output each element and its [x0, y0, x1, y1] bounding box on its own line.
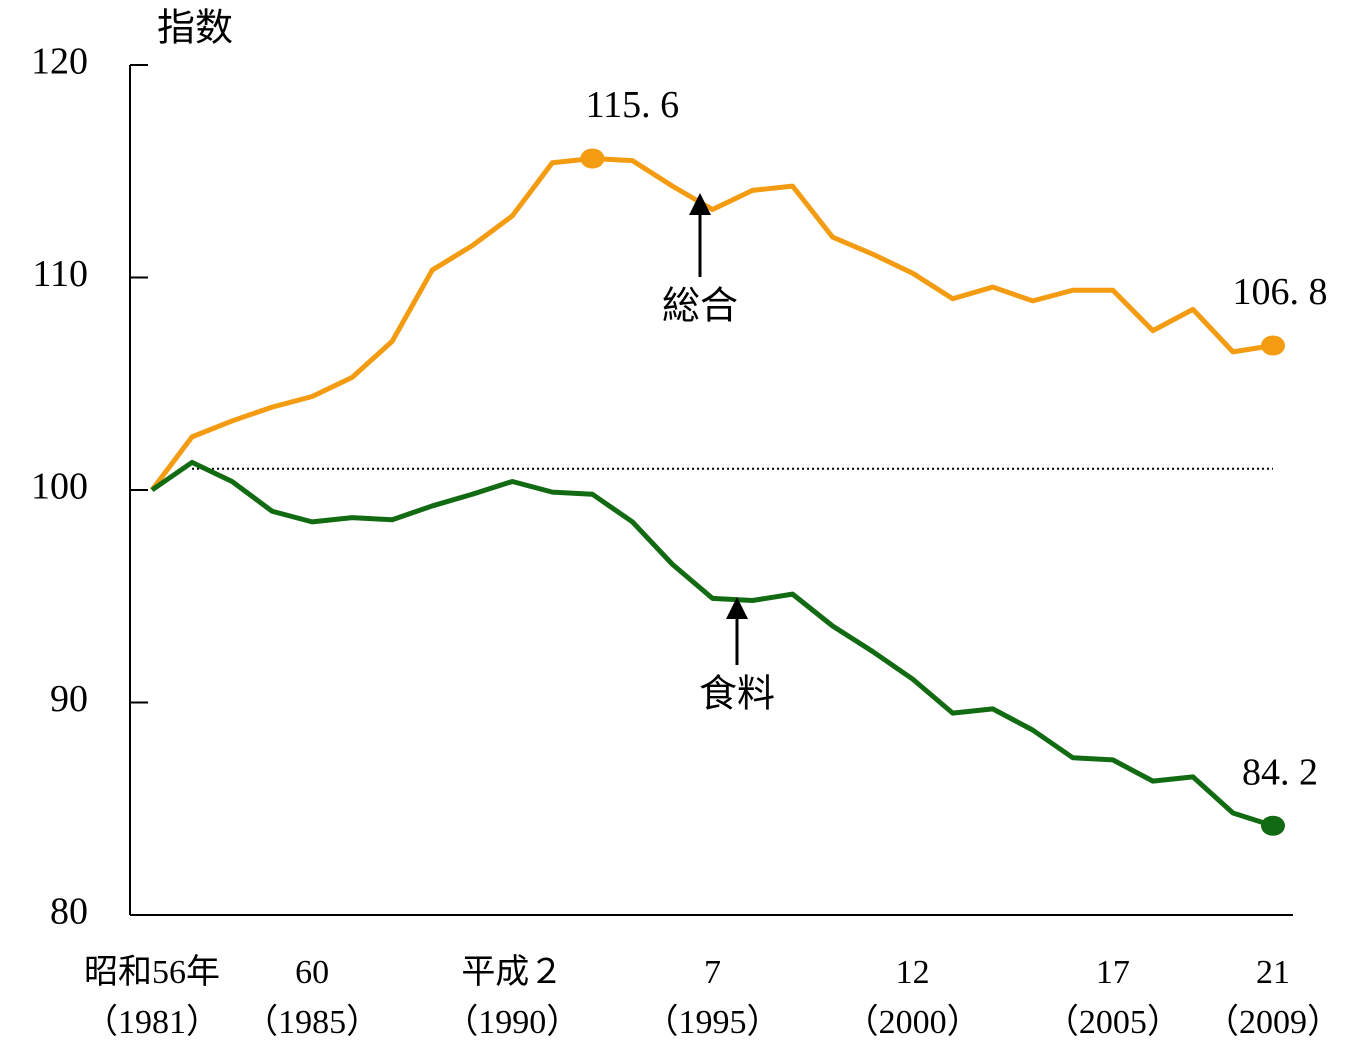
series-line: [150, 156, 1274, 492]
data-label: 84. 2: [1242, 751, 1318, 793]
arrow-head: [689, 193, 711, 215]
series-label: 総合: [662, 286, 738, 328]
x-tick-label: 7 （1995）: [644, 954, 781, 1041]
x-tick-label: 平成２ （1990）: [444, 954, 581, 1041]
x-tick-label: 21 （2009）: [1205, 954, 1341, 1041]
data-label: 106. 8: [1233, 271, 1328, 313]
data-label: 115. 6: [586, 84, 680, 126]
point-marker: [1261, 335, 1285, 356]
point-marker: [580, 148, 605, 169]
y-tick-label: 90: [50, 678, 88, 720]
x-tick-label: 60 （1985）: [244, 954, 381, 1041]
series-label: 食料: [699, 674, 775, 716]
y-tick-label: 110: [32, 253, 88, 295]
point-marker: [1261, 815, 1285, 836]
y-tick-label: 100: [31, 466, 88, 508]
x-tick-label: 17 （2005）: [1044, 954, 1181, 1041]
y-axis-label: 指数: [157, 8, 233, 50]
x-tick-label: 昭和56年 （1981）: [84, 954, 220, 1041]
arrow-head: [726, 597, 748, 619]
y-tick-label: 80: [50, 891, 88, 933]
x-tick-label: 12 （2000）: [844, 954, 981, 1041]
series-line: [150, 459, 1274, 829]
y-tick-label: 120: [31, 41, 88, 83]
